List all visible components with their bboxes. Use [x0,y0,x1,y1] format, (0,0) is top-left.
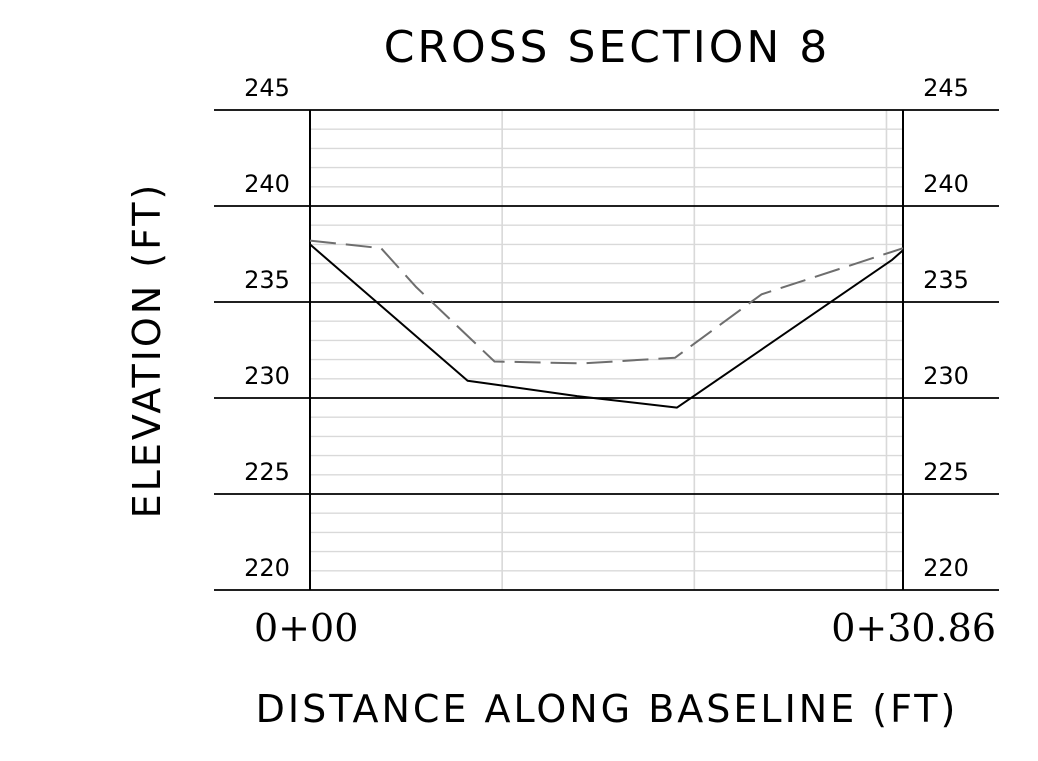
x-tick-label-end: 0+30.86 [831,606,996,650]
y-tick-label-right: 220 [923,554,969,582]
axes [214,109,999,591]
dashed-profile-line [309,239,904,365]
y-tick-label-right: 235 [923,266,969,294]
y-tick-label-right: 240 [923,170,969,198]
y-tick-label-right: 230 [923,362,969,390]
y-tick-label-left: 245 [244,74,290,102]
chart-title: CROSS SECTION 8 [384,22,831,73]
grid [310,110,903,590]
y-tick-label-right: 225 [923,458,969,486]
y-axis-title: ELEVATION (FT) [125,182,169,519]
y-tick-label-left: 230 [244,362,290,390]
y-tick-label-left: 220 [244,554,290,582]
x-axis-title: DISTANCE ALONG BASELINE (FT) [256,687,959,731]
labels: 220 220 225 225 230 230 235 235 240 240 245 245 0+00… [244,74,996,650]
y-tick-label-right: 245 [923,74,969,102]
y-tick-label-left: 235 [244,266,290,294]
y-tick-label-left: 225 [244,458,290,486]
y-tick-label-left: 240 [244,170,290,198]
x-tick-label-start: 0+00 [254,606,358,650]
series [309,239,904,409]
solid-profile-line [309,243,904,409]
